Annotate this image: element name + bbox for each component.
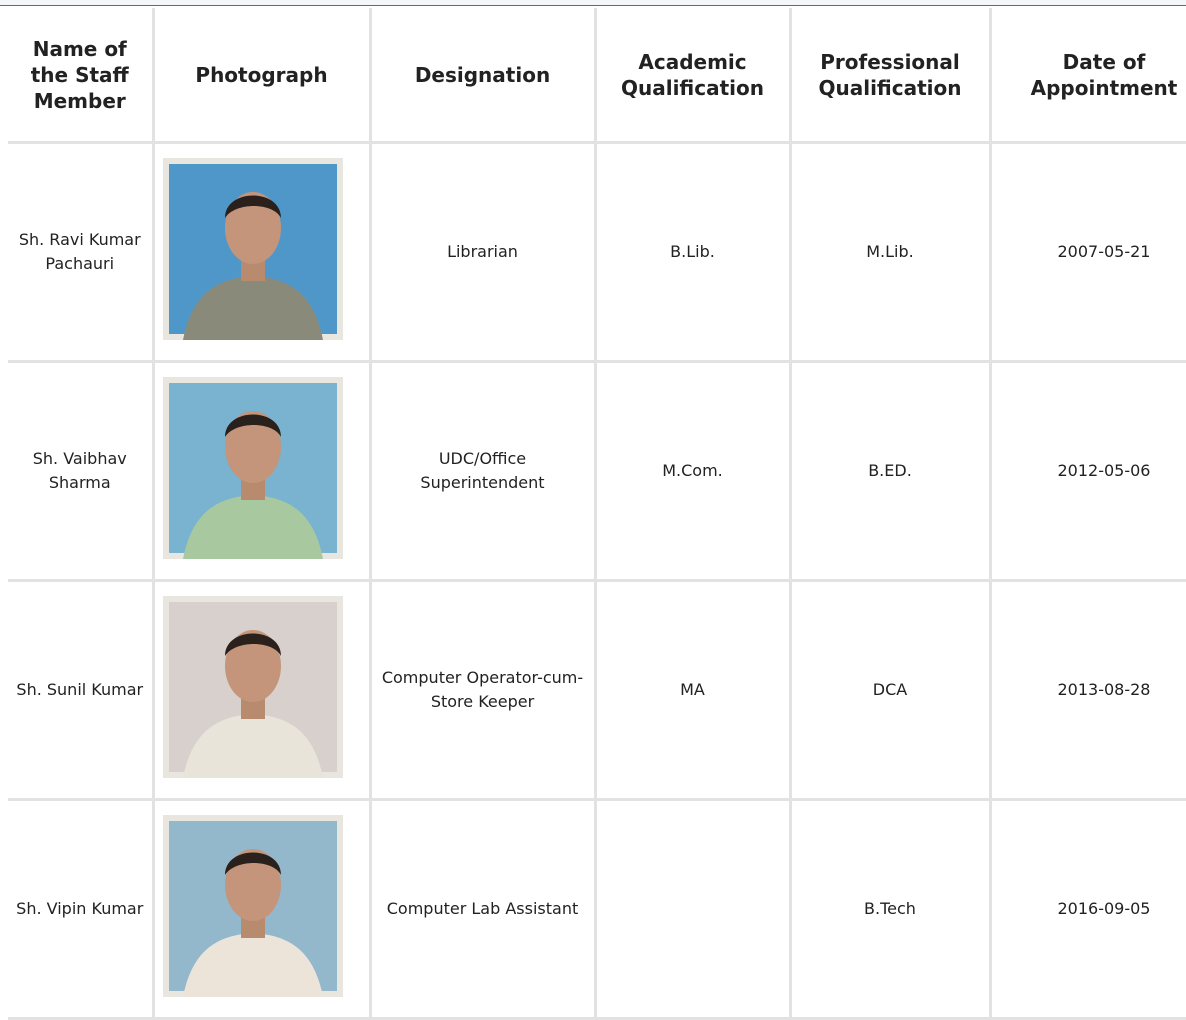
staff-row: Sh. Sunil Kumar Computer Operator-cum-Sto… [8,581,1186,800]
professional: M.Lib. [866,242,914,261]
date: 2013-08-28 [1058,680,1151,699]
header-cell: Professional Qualification [790,8,990,143]
academic-cell [595,800,790,1019]
name: Sh. Ravi Kumar Pachauri [19,230,141,273]
professional-cell: B.ED. [790,362,990,581]
academic-cell: B.Lib. [595,143,790,362]
designation: UDC/Office Superintendent [420,449,544,492]
date: 2012-05-06 [1058,461,1151,480]
academic-cell: M.Com. [595,362,790,581]
designation: Computer Operator-cum-Store Keeper [382,668,583,711]
date-cell: 2012-05-06 [990,362,1186,581]
header-cell: Name of the Staff Member [8,8,153,143]
academic-cell: MA [595,581,790,800]
header-cell: Photograph [153,8,370,143]
designation-cell: Computer Operator-cum-Store Keeper [370,581,595,800]
professional: B.Tech [864,899,916,918]
date: 2016-09-05 [1058,899,1151,918]
photograph [163,158,343,340]
photo-cell [153,581,370,800]
photo-cell [153,362,370,581]
header-cell: Academic Qualification [595,8,790,143]
professional: B.ED. [868,461,912,480]
date-cell: 2016-09-05 [990,800,1186,1019]
staff-row: Sh. Ravi Kumar Pachauri Librarian B.Lib. M.… [8,143,1186,362]
professional-cell: M.Lib. [790,143,990,362]
name: Sh. Vipin Kumar [16,899,143,918]
date-cell: 2013-08-28 [990,581,1186,800]
designation-cell: Computer Lab Assistant [370,800,595,1019]
header-cell: Designation [370,8,595,143]
name: Sh. Vaibhav Sharma [33,449,127,492]
date: 2007-05-21 [1058,242,1151,261]
table-body: Sh. Ravi Kumar Pachauri Librarian B.Lib. M.… [8,143,1186,1019]
photo-cell [153,800,370,1019]
name-cell: Sh. Ravi Kumar Pachauri [8,143,153,362]
designation-cell: Librarian [370,143,595,362]
designation: Librarian [447,242,518,261]
staff-row: Sh. Vaibhav Sharma UDC/Office Superintend… [8,362,1186,581]
top-border [0,0,1186,6]
academic: M.Com. [662,461,723,480]
staff-row: Sh. Vipin Kumar Computer Lab Assistant B.T… [8,800,1186,1019]
academic: B.Lib. [670,242,715,261]
designation: Computer Lab Assistant [387,899,578,918]
name-cell: Sh. Vaibhav Sharma [8,362,153,581]
photograph [163,377,343,559]
photo-cell [153,143,370,362]
photograph [163,596,343,778]
academic: MA [680,680,705,699]
professional-cell: DCA [790,581,990,800]
professional-cell: B.Tech [790,800,990,1019]
name-cell: Sh. Vipin Kumar [8,800,153,1019]
header-cell: Date of Appointment [990,8,1186,143]
date-cell: 2007-05-21 [990,143,1186,362]
photograph [163,815,343,997]
professional: DCA [873,680,907,699]
name-cell: Sh. Sunil Kumar [8,581,153,800]
page: Name of the Staff MemberPhotographDesign… [0,0,1186,1007]
designation-cell: UDC/Office Superintendent [370,362,595,581]
name: Sh. Sunil Kumar [16,680,143,699]
